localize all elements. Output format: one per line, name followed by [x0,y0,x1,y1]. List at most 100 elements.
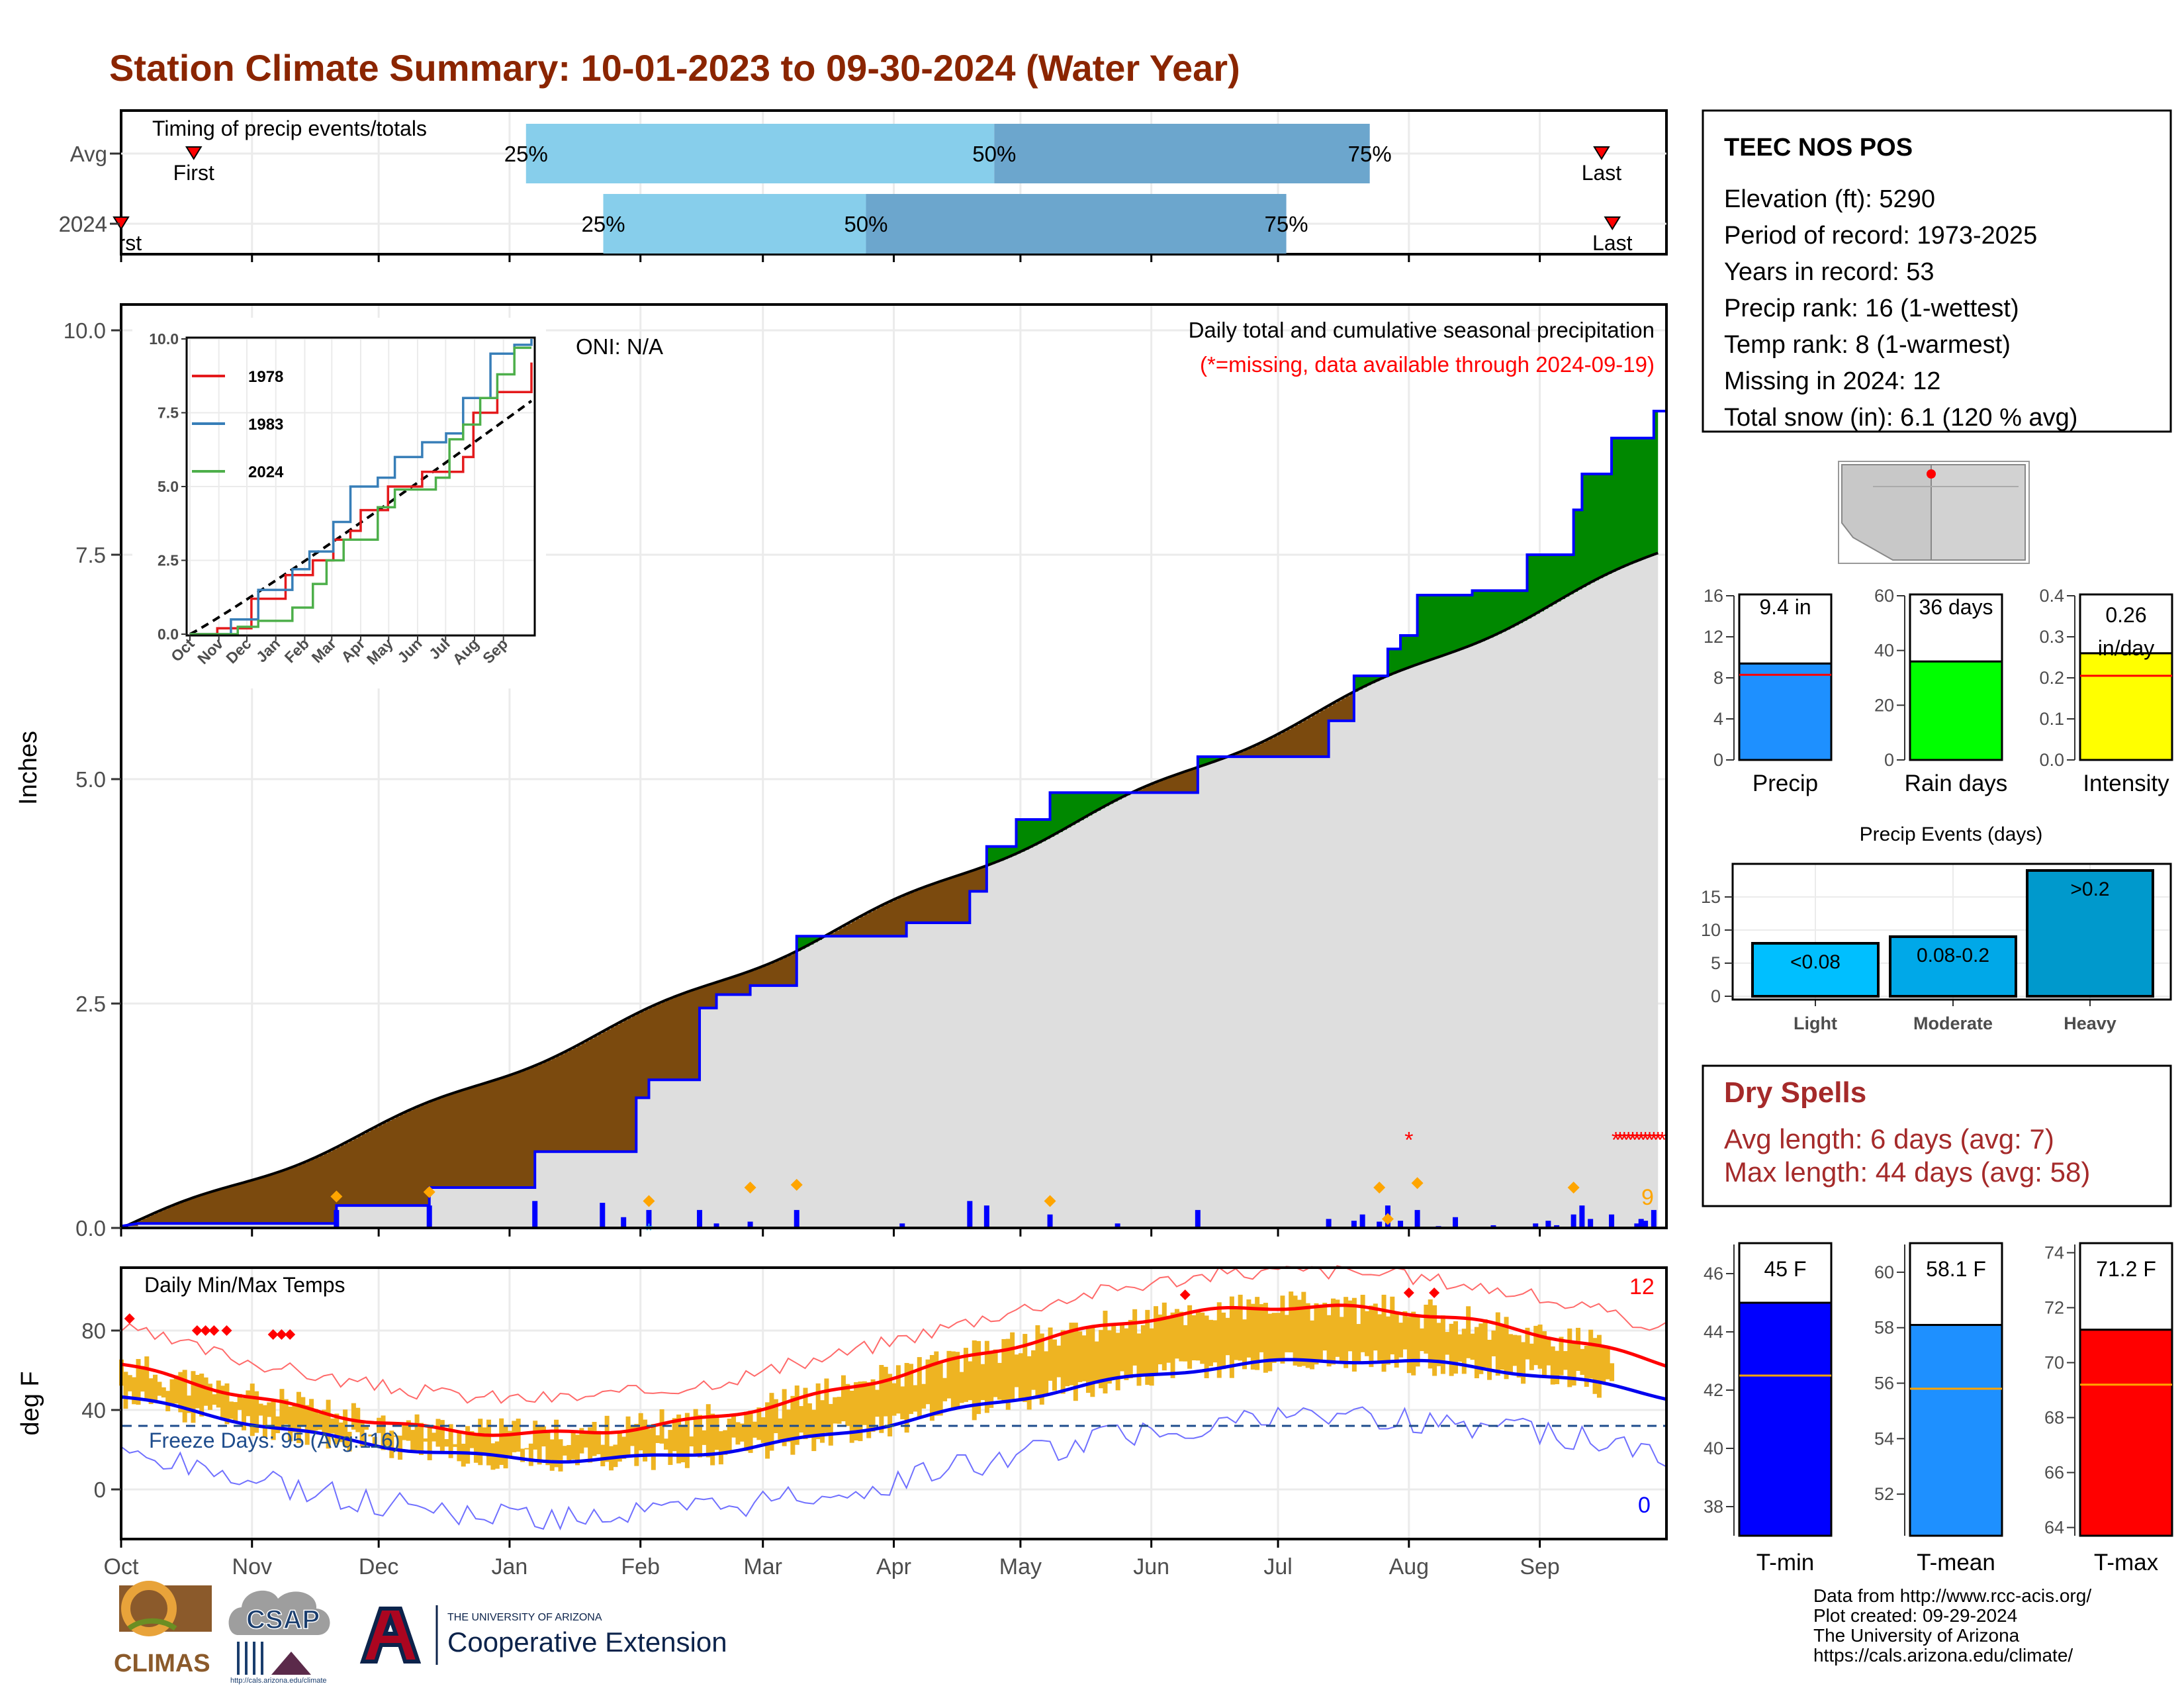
daily-precip-bar [334,1209,340,1228]
page-title: Station Climate Summary: 10-01-2023 to 0… [109,47,1240,89]
daily-temp-bar [993,1349,998,1397]
daily-temp-bar [1428,1299,1433,1369]
timing-bar-25-50 [525,124,995,183]
daily-temp-bar [351,1403,356,1430]
precip-events-frame [1731,863,2172,1001]
daily-temp-bar [684,1413,690,1468]
daily-temp-bar [934,1351,939,1416]
daily-temp-bar [554,1419,559,1468]
daily-temp-bar [1263,1303,1268,1373]
daily-temp-bar [1461,1329,1467,1374]
temp-bar-y-tick-label: 64 [2044,1518,2064,1538]
daily-temp-bar [1128,1319,1133,1379]
daily-temp-bar [891,1383,897,1416]
daily-temp-bar [604,1415,610,1462]
daily-temp-bar [862,1381,867,1425]
daily-temp-bar [1479,1323,1484,1374]
daily-temp-bar [583,1433,588,1448]
daily-temp-bar [402,1422,407,1440]
dry-spells-max: Max length: 44 days (avg: 58) [1724,1156,2090,1188]
temp-bar-value-label: 45 F [1764,1257,1806,1281]
daily-temp-bar [727,1419,732,1452]
daily-temp-bar [702,1430,707,1445]
daily-temp-bar [1533,1325,1539,1366]
daily-temp-bar [182,1370,187,1423]
daily-temp-bar [1035,1325,1040,1399]
daily-temp-bar [1103,1311,1108,1394]
precip-y-tick-label: 7.5 [75,543,106,567]
missing-data-marker: * [1654,1127,1662,1152]
daily-temp-bar [689,1436,694,1447]
daily-temp-bar [1132,1309,1138,1366]
daily-temp-bar [1369,1305,1374,1368]
daily-precip-bar [899,1223,905,1228]
daily-temp-bar [748,1411,753,1453]
daily-precip-bar [1643,1221,1649,1228]
timing-last-marker [1604,216,1621,230]
daily-temp-bar [136,1359,141,1405]
daily-precip-bar [747,1221,753,1228]
record-low-line [120,1406,1667,1531]
daily-temp-bar [1351,1297,1357,1372]
footer-credit-line: Plot created: 09-29-2024 [1813,1605,2017,1626]
daily-temp-bar [1495,1312,1500,1376]
daily-temp-bar [1107,1330,1112,1384]
daily-temp-bar [347,1431,352,1452]
daily-temp-bar [955,1352,960,1407]
daily-temp-bar [1069,1323,1074,1385]
daily-temp-bar [482,1427,487,1454]
daily-temp-bar [950,1351,956,1409]
daily-temp-bar [486,1419,492,1466]
record-high-marker [1179,1289,1191,1300]
precip-events-chart: Precip Events (days) <0.08 Light 0.08-0.2 M… [1701,823,2172,1033]
daily-precip-bar [1414,1209,1420,1228]
temp-bar-value [2079,1329,2173,1537]
daily-temp-bar [233,1402,238,1423]
daily-temp-bar [157,1382,162,1396]
record-high-count: 12 [1629,1274,1655,1299]
daily-temp-bar [389,1430,394,1458]
daily-temp-bar [1039,1333,1044,1405]
daily-temp-bar [1563,1351,1568,1370]
mini-bar-y-tick-label: 0.1 [2039,709,2064,729]
daily-temp-bar [769,1393,774,1451]
daily-temp-bar [1339,1317,1344,1363]
temp-bar-y-tick-label: 60 [1874,1262,1894,1282]
daily-temp-bar [659,1409,664,1444]
daily-temp-bar [191,1371,196,1423]
month-axis-label: May [999,1554,1042,1579]
mini-bar-value-label: 9.4 in [1759,595,1811,619]
daily-temp-bar [423,1438,428,1442]
daily-temp-bar [528,1443,533,1466]
snow-marker [744,1181,756,1194]
missing-data-marker: * [1615,1127,1624,1152]
missing-data-marker: * [1633,1127,1641,1152]
dry-spells-box: Dry Spells Avg length: 6 days (avg: 7) M… [1702,1064,2172,1207]
temp-bar-value [1738,1301,1833,1537]
daily-precip-bar [1651,1209,1657,1228]
daily-temp-bar [1592,1338,1598,1394]
daily-temp-bar [600,1444,606,1467]
daily-temp-bar [439,1420,445,1452]
daily-temp-bar [1094,1341,1099,1384]
temp-bar-label-box [1909,1242,2003,1327]
daily-temp-bar [161,1387,166,1398]
mini-bar-y-tick-label: 40 [1874,641,1894,661]
ua-logo-small-text: THE UNIVERSITY OF ARIZONA [447,1612,602,1623]
station-info-line: Period of record: 1973-2025 [1724,222,2037,250]
temp-bar-y-tick-label: 66 [2044,1463,2064,1483]
daily-temp-bar [1246,1299,1251,1358]
mini-bar-y-tick-label: 0 [1884,750,1894,770]
precip-chart: * ************* 0.02.55.07.510.0 Inches D… [15,303,1668,1242]
mini-bar-y-tick-label: 60 [1874,586,1894,606]
record-high-marker [191,1325,203,1336]
daily-temp-bar [1271,1313,1277,1363]
daily-temp-bar [1001,1338,1007,1402]
daily-temp-bar [1482,1319,1488,1368]
daily-temp-bar [292,1403,297,1432]
daily-temp-bar [676,1414,682,1464]
temp-bar-y-tick-label: 42 [1704,1380,1723,1400]
locator-map [1838,461,2030,564]
daily-precip-bar [1638,1219,1644,1228]
events-bar-value-label: >0.2 [2070,878,2109,900]
